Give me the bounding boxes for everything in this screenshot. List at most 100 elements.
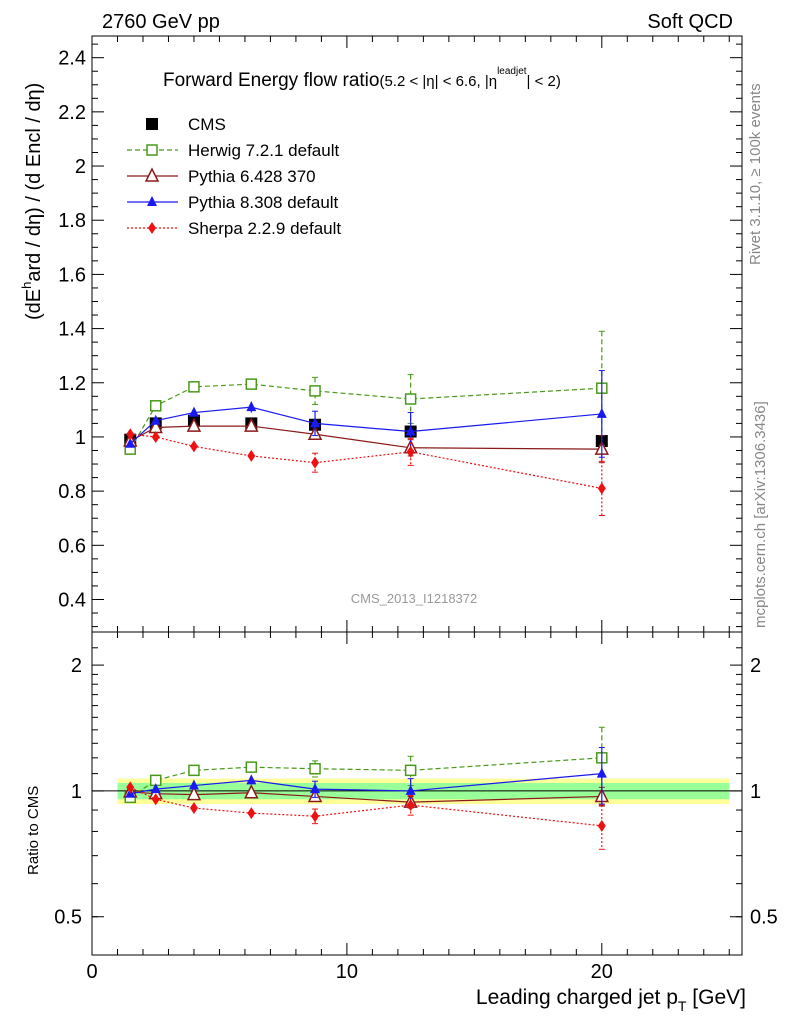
y-tick-label: 0.8	[58, 481, 86, 503]
y-tick-label-right: 2	[750, 655, 761, 677]
main-panel: 0.4 0.6 0.8 1 1.2 1.4 1.6 1.8 2 2.2 2.4 CMS_2013_I…	[58, 35, 743, 633]
data-point	[188, 406, 199, 417]
y-tick-label-right: 0.5	[750, 907, 778, 929]
data-point	[147, 196, 157, 206]
y-tick-label: 0.4	[58, 589, 86, 611]
title-sub-a: (5.2 < |η| < 6.6, |η	[379, 73, 497, 90]
header-left: 2760 GeV pp	[102, 11, 220, 33]
y-tick-label: 0.5	[54, 907, 82, 929]
title-main: Forward Energy flow ratio	[163, 70, 379, 91]
y-tick-label: 1	[75, 427, 86, 449]
main-ylabel-c: ncl / dη)	[23, 83, 45, 154]
data-point	[404, 393, 417, 405]
main-ylabel-a: (dE	[23, 289, 45, 320]
data-point	[146, 144, 158, 156]
ratio-frame	[91, 631, 743, 956]
data-point	[126, 781, 135, 794]
data-point	[406, 799, 415, 812]
plot-title: Forward Energy flow ratio(5.2 < |η| < 6.…	[163, 66, 561, 91]
legend-label: Pythia 6.428 370	[188, 167, 316, 186]
svg-text:Forward Energy flow ratio(5.2: Forward Energy flow ratio(5.2 < |η| < 6.…	[163, 66, 561, 91]
legend-entry: Sherpa 2.2.9 default	[127, 219, 341, 238]
y-tick-label: 0.6	[58, 535, 86, 557]
data-point	[245, 761, 258, 773]
data-point	[186, 417, 202, 432]
series-line	[130, 433, 602, 490]
data-point	[246, 774, 257, 785]
y-tick-label: 2	[71, 655, 82, 677]
legend-entry: Herwig 7.2.1 default	[127, 141, 339, 160]
x-tick-label: 0	[86, 961, 97, 983]
ratio-panel: 0.5 0.51 12 20 10 20	[54, 631, 778, 983]
ratio-axis-ticks: 0.5 0.51 12 20 10 20	[54, 632, 778, 983]
legend-label: Sherpa 2.2.9 default	[188, 219, 341, 238]
ratio-ylabel: Ratio to CMS	[25, 786, 42, 875]
xlabel-b: [GeV]	[686, 986, 746, 1009]
xlabel: Leading charged jet pT [GeV]	[476, 986, 746, 1014]
legend-label: Pythia 8.308 default	[188, 193, 339, 212]
data-point	[150, 414, 161, 425]
series-herwig-7-2-1-default	[124, 330, 608, 455]
xlabel-a: Leading charged jet p	[476, 986, 678, 1009]
data-point	[405, 784, 416, 795]
series-line	[129, 383, 602, 450]
legend-entry: Pythia 6.428 370	[127, 167, 316, 186]
y-tick-label: 1.4	[58, 319, 86, 341]
series-line	[129, 425, 602, 450]
legend-entry: CMS	[146, 115, 226, 134]
y-tick-label: 2.2	[58, 102, 86, 124]
data-point	[189, 802, 198, 815]
y-tick-label: 1.8	[58, 210, 86, 232]
data-point	[188, 764, 200, 777]
main-axis-ticks: 0.4 0.6 0.8 1 1.2 1.4 1.6 1.8 2 2.2 2.4	[58, 36, 742, 632]
series-pythia-8-308-default	[125, 747, 607, 805]
data-point	[245, 378, 258, 390]
main-ylabel-b: ard / dη) / (d E	[23, 154, 45, 282]
data-point	[597, 482, 606, 495]
data-point	[309, 385, 321, 397]
x-tick-label: 20	[591, 961, 613, 983]
data-point	[247, 807, 256, 820]
legend-label: CMS	[188, 115, 226, 134]
data-point	[144, 167, 160, 182]
data-point	[150, 783, 161, 794]
data-point	[311, 810, 320, 823]
data-point	[310, 417, 321, 428]
y-tick-label-right: 1	[750, 781, 761, 803]
data-point	[406, 445, 415, 458]
data-point	[244, 417, 259, 432]
xlabel-sub: T	[678, 998, 687, 1014]
data-point	[310, 783, 321, 794]
data-point	[151, 430, 160, 443]
data-point	[405, 425, 416, 436]
data-point	[149, 400, 162, 412]
data-point	[186, 785, 202, 801]
series-line	[129, 406, 602, 445]
x-tick-label: 10	[336, 961, 358, 983]
y-tick-label: 2.4	[58, 48, 86, 70]
y-tick-label: 2	[75, 156, 86, 178]
data-point	[596, 767, 607, 778]
main-series	[123, 330, 610, 517]
series-sherpa-2-2-9-default	[126, 781, 606, 850]
title-sup: leadjet	[497, 66, 527, 77]
data-point	[596, 407, 607, 418]
data-point	[188, 381, 200, 393]
data-point	[148, 222, 156, 234]
series-sherpa-2-2-9-default	[126, 428, 606, 517]
data-point	[125, 437, 136, 448]
ratio-series	[123, 726, 610, 850]
data-point	[311, 456, 320, 469]
legend: CMS Herwig 7.2.1 default Pythia 6.428 370 P…	[127, 115, 341, 238]
data-point	[151, 793, 160, 806]
title-sub-b: | < 2)	[527, 73, 561, 90]
legend-entry: Pythia 8.308 default	[127, 193, 339, 212]
data-point	[309, 762, 321, 775]
data-point	[246, 401, 257, 412]
y-tick-label: 1.6	[58, 264, 86, 286]
data-point	[597, 819, 606, 832]
mcplots-label: mcplots.cern.ch [arXiv:1306.3436]	[752, 401, 769, 628]
data-point	[404, 764, 417, 777]
watermark: CMS_2013_I1218372	[351, 591, 478, 606]
